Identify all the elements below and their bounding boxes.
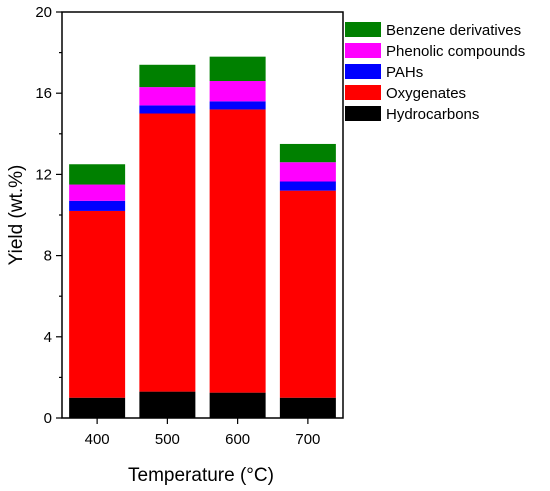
x-tick-label: 700 bbox=[295, 431, 320, 448]
legend-label: Hydrocarbons bbox=[386, 106, 479, 123]
y-tick-label: 8 bbox=[44, 248, 52, 265]
bar-segment bbox=[279, 181, 336, 191]
bar-segment bbox=[69, 164, 126, 185]
bar-segment bbox=[139, 113, 196, 392]
bar-segment bbox=[279, 190, 336, 398]
bar-segment bbox=[69, 200, 126, 211]
bar-segment bbox=[279, 162, 336, 182]
bar-segment bbox=[209, 109, 266, 393]
bar-segment bbox=[139, 391, 196, 418]
bar-segment bbox=[279, 143, 336, 163]
x-tick-label: 600 bbox=[225, 431, 250, 448]
axes-layer: 0 4 8 12 16 20 400 500 600 700 bbox=[35, 4, 344, 448]
legend-label: Oxygenates bbox=[386, 85, 466, 102]
legend-swatch bbox=[345, 106, 381, 121]
y-tick-label: 20 bbox=[35, 4, 52, 21]
legend-swatch bbox=[345, 22, 381, 37]
legend: Benzene derivatives Phenolic compounds PAH… bbox=[345, 22, 525, 123]
bar-segment bbox=[209, 101, 266, 110]
y-tick-label: 4 bbox=[44, 329, 52, 346]
y-axis-title: Yield (wt.%) bbox=[6, 165, 27, 266]
legend-swatch bbox=[345, 43, 381, 58]
bar-segment bbox=[139, 64, 196, 88]
bar-segment bbox=[69, 210, 126, 398]
bar-segment bbox=[69, 397, 126, 418]
legend-label: PAHs bbox=[386, 64, 423, 81]
bar-segment bbox=[69, 184, 126, 201]
y-tick-label: 0 bbox=[44, 410, 52, 427]
bar-segment bbox=[209, 392, 266, 418]
x-tick-label: 500 bbox=[155, 431, 180, 448]
bar-segment bbox=[209, 81, 266, 102]
y-tick-label: 16 bbox=[35, 85, 52, 102]
bar-segment bbox=[279, 397, 336, 418]
bars-layer bbox=[69, 56, 336, 418]
x-tick-label: 400 bbox=[85, 431, 110, 448]
legend-label: Benzene derivatives bbox=[386, 22, 521, 39]
legend-swatch bbox=[345, 64, 381, 79]
bar-segment bbox=[209, 56, 266, 82]
y-tick-label: 12 bbox=[35, 166, 52, 183]
x-axis-title: Temperature (°C) bbox=[128, 465, 274, 486]
bar-segment bbox=[139, 87, 196, 106]
legend-swatch bbox=[345, 85, 381, 100]
bar-segment bbox=[139, 105, 196, 114]
legend-label: Phenolic compounds bbox=[386, 43, 525, 60]
